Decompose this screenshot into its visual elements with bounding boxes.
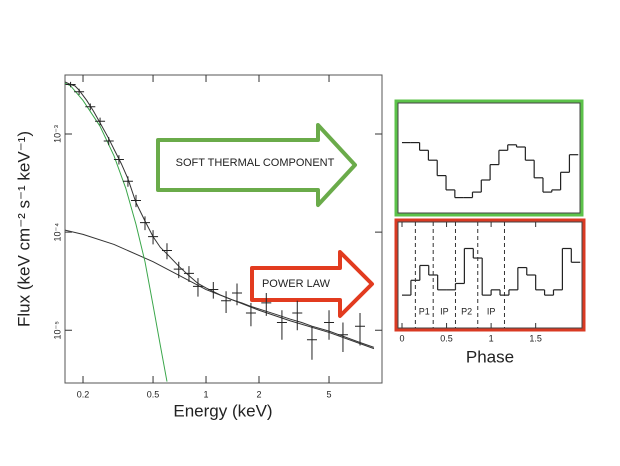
data-point <box>337 322 348 353</box>
data-point <box>130 194 141 208</box>
data-point <box>221 291 232 313</box>
phase-label: Phase <box>466 347 514 366</box>
x-tick-label: 0.2 <box>77 389 90 399</box>
region-label: P2 <box>461 306 472 316</box>
x-tick-label: 0.5 <box>440 333 453 343</box>
data-point <box>95 117 106 126</box>
x-tick-label: 1 <box>489 333 494 343</box>
region-label: IP <box>487 306 496 316</box>
x-tick-label: 5 <box>327 389 332 399</box>
data-point <box>306 326 317 360</box>
y-tick-label: 10⁻³ <box>52 125 62 143</box>
panel-frame <box>394 218 586 332</box>
x-tick-label: 1 <box>204 389 209 399</box>
y-axis-label: Flux (keV cm⁻² s⁻¹ keV⁻¹) <box>14 131 33 327</box>
data-point <box>276 310 287 340</box>
x-tick-label: 0 <box>400 333 405 343</box>
x-tick-label: 2 <box>256 389 261 399</box>
data-point <box>161 243 172 260</box>
data-point <box>245 302 256 327</box>
data-point <box>292 300 303 331</box>
model-line <box>65 82 168 382</box>
data-point <box>355 312 366 346</box>
x-tick-label: 1.5 <box>529 333 542 343</box>
data-point <box>148 230 159 245</box>
data-point <box>122 176 133 187</box>
data-point <box>74 88 85 96</box>
data-point <box>261 292 272 316</box>
data-point <box>85 103 96 111</box>
model-line <box>65 81 375 348</box>
data-point <box>232 283 243 306</box>
plot-frame <box>64 74 383 384</box>
power-law-annotation: POWER LAW <box>262 278 331 290</box>
data-point <box>173 261 184 279</box>
data-point <box>139 216 150 231</box>
x-tick-label: 0.5 <box>147 389 160 399</box>
thermal-arrow <box>156 123 357 207</box>
y-tick-label: 10⁻⁵ <box>52 321 62 340</box>
plot-frame <box>397 221 583 329</box>
data-point <box>208 282 219 299</box>
panel-frame <box>394 99 584 217</box>
data-point <box>324 310 335 340</box>
region-label: IP <box>440 306 449 316</box>
data-point <box>65 81 76 88</box>
data-point <box>192 278 203 297</box>
x-axis-label: Energy (keV) <box>173 401 272 420</box>
plot-frame <box>397 102 581 214</box>
data-point <box>183 266 194 283</box>
data-point <box>113 155 124 165</box>
data-point <box>103 137 114 146</box>
region-label: P1 <box>419 306 430 316</box>
model-line <box>65 229 375 350</box>
y-tick-label: 10⁻⁴ <box>52 223 62 242</box>
thermal-annotation: SOFT THERMAL COMPONENT <box>176 157 335 169</box>
